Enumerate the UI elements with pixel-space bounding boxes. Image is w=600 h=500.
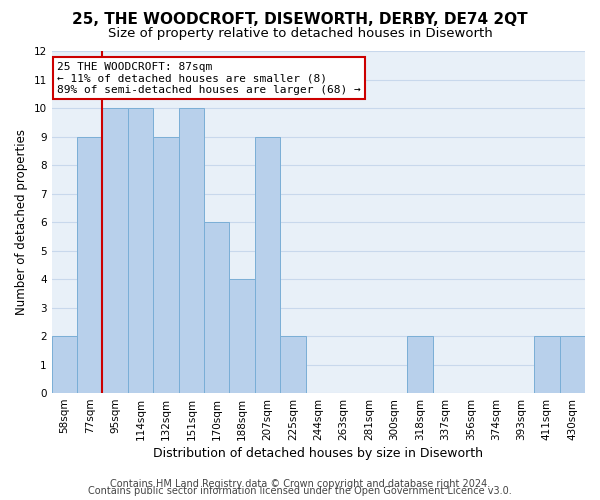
Text: Size of property relative to detached houses in Diseworth: Size of property relative to detached ho… xyxy=(107,28,493,40)
Bar xyxy=(229,279,255,393)
Bar xyxy=(407,336,433,393)
Text: Contains HM Land Registry data © Crown copyright and database right 2024.: Contains HM Land Registry data © Crown c… xyxy=(110,479,490,489)
Bar xyxy=(103,108,128,393)
Bar xyxy=(179,108,204,393)
Text: 25 THE WOODCROFT: 87sqm
← 11% of detached houses are smaller (8)
89% of semi-det: 25 THE WOODCROFT: 87sqm ← 11% of detache… xyxy=(57,62,361,95)
Bar xyxy=(560,336,585,393)
Bar xyxy=(52,336,77,393)
Bar xyxy=(77,137,103,393)
Bar xyxy=(204,222,229,393)
Y-axis label: Number of detached properties: Number of detached properties xyxy=(15,130,28,316)
Bar xyxy=(128,108,153,393)
Bar xyxy=(280,336,305,393)
Bar xyxy=(534,336,560,393)
Bar xyxy=(255,137,280,393)
Bar xyxy=(153,137,179,393)
Text: Contains public sector information licensed under the Open Government Licence v3: Contains public sector information licen… xyxy=(88,486,512,496)
X-axis label: Distribution of detached houses by size in Diseworth: Distribution of detached houses by size … xyxy=(154,447,484,460)
Text: 25, THE WOODCROFT, DISEWORTH, DERBY, DE74 2QT: 25, THE WOODCROFT, DISEWORTH, DERBY, DE7… xyxy=(72,12,528,28)
